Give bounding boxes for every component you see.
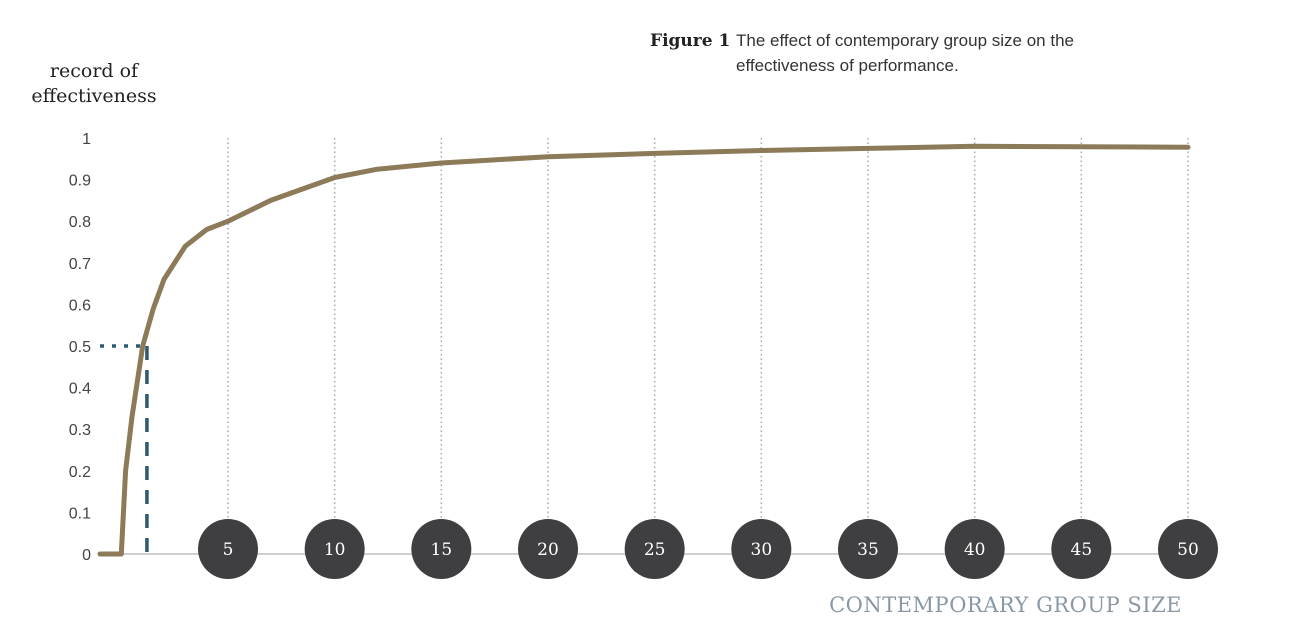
x-tick-label: 45 (1071, 540, 1093, 560)
figure-label: Figure 1 (650, 31, 730, 51)
y-tick-label: 0.2 (69, 464, 91, 481)
x-tick-marker (198, 519, 258, 579)
y-tick-label: 0.7 (69, 256, 91, 273)
x-tick-label: 10 (324, 540, 346, 560)
x-tick-label: 35 (857, 540, 879, 560)
y-tick-label: 0.1 (69, 505, 91, 522)
y-tick-label: 0.4 (69, 381, 91, 398)
x-tick-marker (731, 519, 792, 579)
x-axis-ticks: 5 10 15 20 25 30 35 40 45 50 (198, 519, 1218, 579)
x-tick-marker (518, 519, 578, 579)
x-tick-label: 20 (537, 540, 559, 560)
y-tick-label: 0.8 (69, 214, 91, 231)
x-tick-marker (1158, 519, 1218, 579)
x-tick-marker (624, 519, 685, 579)
x-tick-label: 40 (964, 540, 986, 560)
y-tick-label: 1 (82, 131, 91, 148)
y-axis-label-line-2: effectiveness (31, 85, 156, 107)
figure-title-line-2: effectiveness of performance. (736, 56, 959, 75)
series-layer (97, 143, 1191, 557)
x-tick-label: 25 (644, 540, 666, 560)
series-line-0 (97, 143, 1191, 557)
y-tick-label: 0.9 (69, 173, 91, 190)
reference-lines (100, 344, 149, 554)
x-axis-label: CONTEMPORARY GROUP SIZE (829, 593, 1182, 617)
y-tick-label: 0.3 (69, 422, 91, 439)
y-tick-label: 0 (82, 547, 91, 564)
grid-lines (227, 138, 1189, 554)
x-tick-label: 5 (223, 540, 234, 560)
x-tick-marker (411, 519, 472, 579)
x-tick-label: 50 (1177, 540, 1199, 560)
y-tick-label: 0.5 (69, 339, 91, 356)
y-axis-ticks: 0 0.1 0.2 0.3 0.4 0.5 0.6 0.7 0.8 0.9 1 (69, 131, 91, 564)
x-tick-label: 15 (431, 540, 453, 560)
x-tick-marker (838, 519, 898, 579)
x-tick-marker (944, 519, 1005, 579)
y-axis-label-line-1: record of (50, 60, 140, 82)
x-tick-label: 30 (751, 540, 773, 560)
y-tick-label: 0.6 (69, 297, 91, 314)
x-tick-marker (1051, 519, 1112, 579)
x-tick-marker (304, 519, 365, 579)
figure-title-line-1: The effect of contemporary group size on… (736, 31, 1074, 50)
